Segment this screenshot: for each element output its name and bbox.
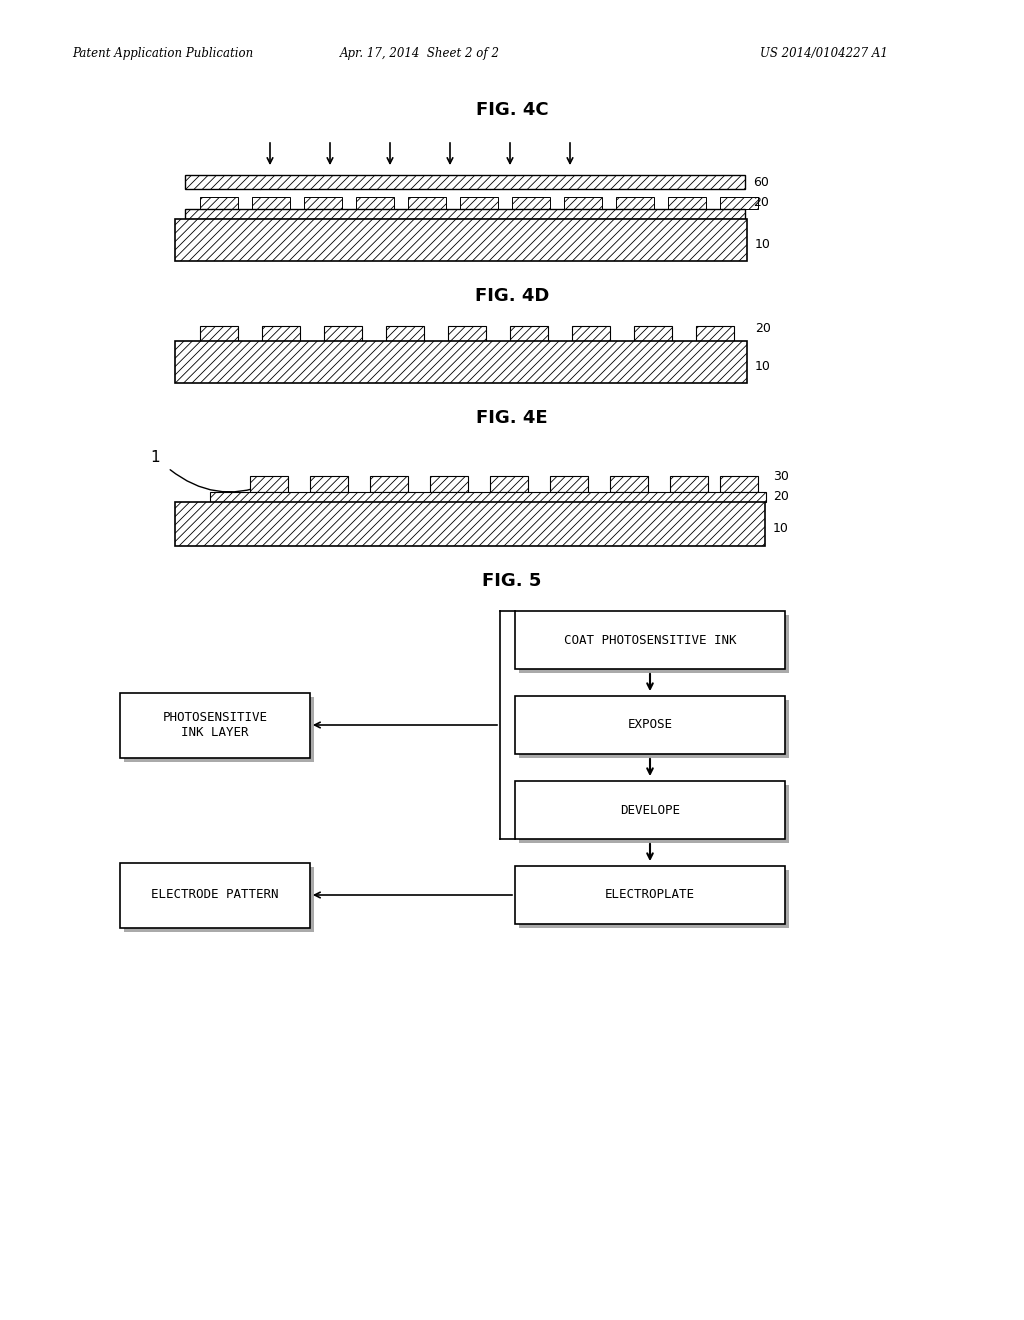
Bar <box>200 326 238 341</box>
Bar <box>515 696 785 754</box>
Text: 1: 1 <box>151 450 160 466</box>
Text: 20: 20 <box>753 197 769 210</box>
Text: 20: 20 <box>773 491 788 503</box>
Text: DEVELOPE: DEVELOPE <box>620 804 680 817</box>
Bar <box>564 197 602 209</box>
Bar <box>304 197 342 209</box>
Bar <box>310 477 348 492</box>
Bar <box>550 477 588 492</box>
Text: Patent Application Publication: Patent Application Publication <box>72 46 253 59</box>
Text: ELECTRODE PATTERN: ELECTRODE PATTERN <box>152 888 279 902</box>
Bar <box>515 781 785 840</box>
Bar <box>490 477 528 492</box>
Bar <box>519 615 790 673</box>
Text: 20: 20 <box>755 322 771 335</box>
Bar <box>512 197 550 209</box>
Text: 30: 30 <box>773 470 788 483</box>
Text: ELECTROPLATE: ELECTROPLATE <box>605 888 695 902</box>
Text: 10: 10 <box>773 521 788 535</box>
Bar <box>120 862 310 928</box>
Bar <box>356 197 394 209</box>
Text: 10: 10 <box>755 238 771 251</box>
Bar <box>175 219 746 261</box>
Bar <box>262 326 300 341</box>
Text: FIG. 5: FIG. 5 <box>482 572 542 590</box>
Bar <box>200 197 238 209</box>
Bar <box>124 866 314 932</box>
Bar <box>720 477 758 492</box>
Bar <box>515 611 785 669</box>
Text: EXPOSE: EXPOSE <box>628 718 673 731</box>
Bar <box>185 209 745 219</box>
Bar <box>670 477 708 492</box>
Text: US 2014/0104227 A1: US 2014/0104227 A1 <box>760 46 888 59</box>
Bar <box>449 326 486 341</box>
Bar <box>460 197 498 209</box>
Bar <box>696 326 734 341</box>
Bar <box>519 785 790 843</box>
Bar <box>370 477 408 492</box>
Bar <box>515 866 785 924</box>
Bar <box>120 693 310 758</box>
Bar <box>250 477 288 492</box>
Bar <box>324 326 362 341</box>
Bar <box>408 197 446 209</box>
Text: Apr. 17, 2014  Sheet 2 of 2: Apr. 17, 2014 Sheet 2 of 2 <box>340 46 500 59</box>
Bar <box>519 700 790 758</box>
Text: FIG. 4C: FIG. 4C <box>476 102 548 119</box>
Text: PHOTOSENSITIVE
INK LAYER: PHOTOSENSITIVE INK LAYER <box>163 711 267 739</box>
Text: FIG. 4E: FIG. 4E <box>476 409 548 426</box>
Bar <box>634 326 672 341</box>
Text: 10: 10 <box>755 359 771 372</box>
Bar <box>185 176 745 189</box>
Bar <box>430 477 468 492</box>
Bar <box>510 326 548 341</box>
Text: FIG. 4D: FIG. 4D <box>475 286 549 305</box>
Bar <box>720 197 758 209</box>
Text: COAT PHOTOSENSITIVE INK: COAT PHOTOSENSITIVE INK <box>564 634 736 647</box>
Bar <box>616 197 654 209</box>
Bar <box>610 477 648 492</box>
Bar <box>668 197 706 209</box>
Bar <box>519 870 790 928</box>
Bar <box>210 492 766 502</box>
Bar <box>252 197 290 209</box>
Bar <box>175 502 765 546</box>
Bar <box>386 326 424 341</box>
Text: 60: 60 <box>753 176 769 189</box>
Bar <box>572 326 610 341</box>
Bar <box>124 697 314 762</box>
Bar <box>175 341 746 383</box>
